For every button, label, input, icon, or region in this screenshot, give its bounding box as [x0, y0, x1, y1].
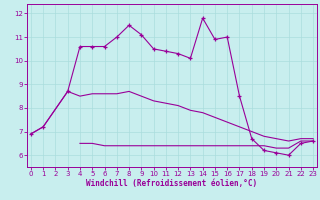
X-axis label: Windchill (Refroidissement éolien,°C): Windchill (Refroidissement éolien,°C) [86, 179, 258, 188]
